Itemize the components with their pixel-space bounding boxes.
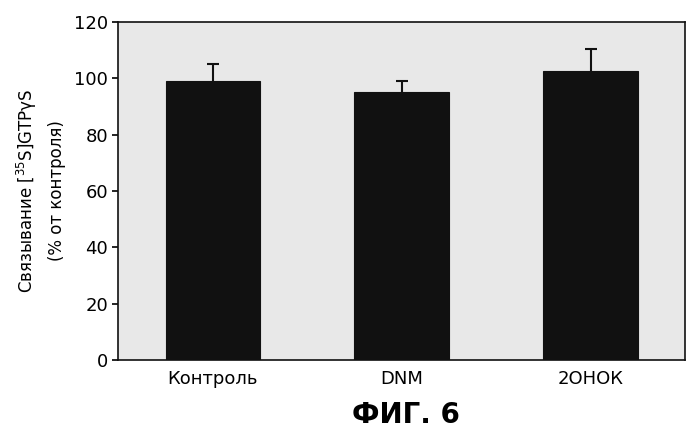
Bar xyxy=(354,92,449,360)
Bar xyxy=(166,81,260,360)
Bar xyxy=(543,71,638,360)
Y-axis label: Связывание [$^{35}$S]GTPγS
(% от контроля): Связывание [$^{35}$S]GTPγS (% от контрол… xyxy=(15,89,66,293)
Text: ФИГ. 6: ФИГ. 6 xyxy=(352,401,460,429)
